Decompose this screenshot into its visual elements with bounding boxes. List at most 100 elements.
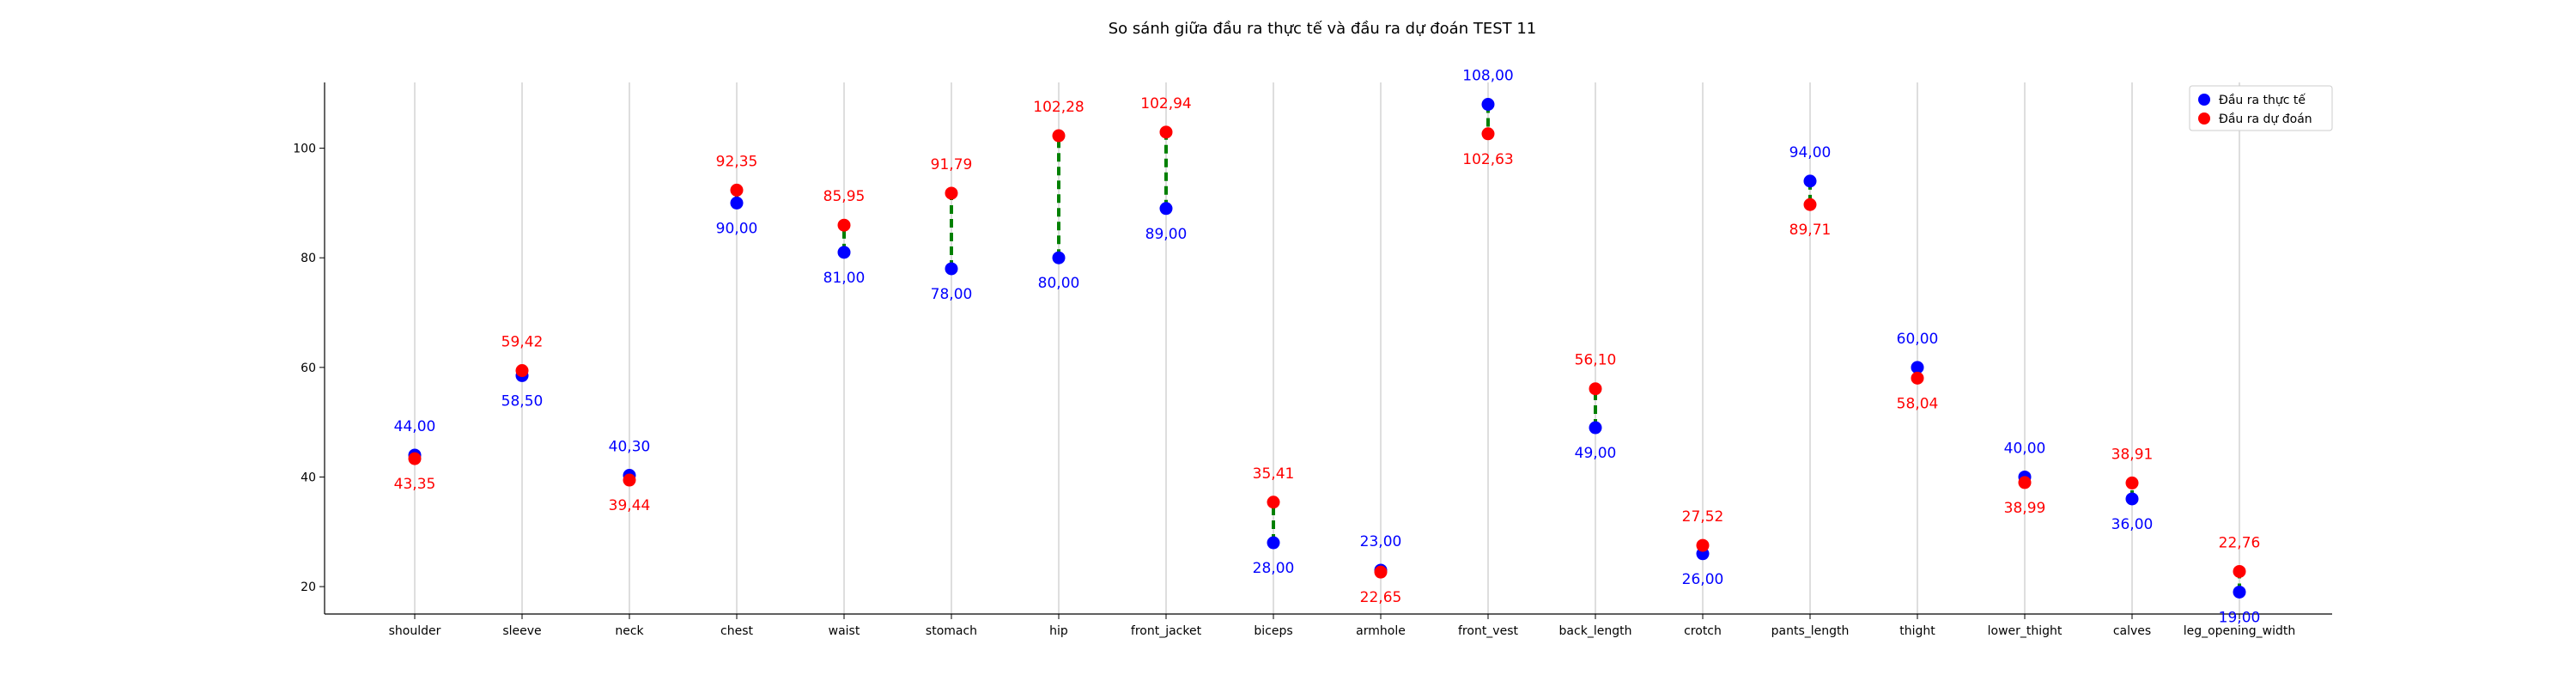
data-label-actual-biceps: 28,00	[1253, 560, 1295, 577]
data-label-actual-pants_length: 94,00	[1789, 144, 1832, 161]
data-label-actual-hip: 80,00	[1038, 275, 1080, 292]
point-predicted-shoulder	[408, 452, 422, 465]
x-tick-label-back_length: back_length	[1559, 624, 1632, 638]
data-label-actual-stomach: 78,00	[931, 286, 973, 303]
data-label-predicted-pants_length: 89,71	[1789, 222, 1832, 239]
point-predicted-waist	[837, 218, 851, 232]
data-labels: 44,00 43,35 58,50 59,42 40,30 39,44 90,00 92,35…	[394, 68, 2261, 627]
point-actual-chest	[730, 196, 744, 210]
data-label-actual-front_jacket: 89,00	[1145, 226, 1188, 243]
x-tick-label-crotch: crotch	[1684, 624, 1722, 638]
x-tick-label-neck: neck	[615, 624, 644, 638]
legend-label-predicted: Đầu ra dự đoán	[2219, 112, 2312, 126]
data-label-actual-lower_thight: 40,00	[2004, 440, 2046, 457]
data-label-predicted-leg_opening_width: 22,76	[2219, 534, 2261, 551]
point-predicted-stomach	[945, 186, 958, 200]
x-tick-label-leg_opening_width: leg_opening_width	[2184, 624, 2296, 638]
data-label-predicted-front_vest: 102,63	[1462, 151, 1513, 168]
point-actual-leg_opening_width	[2233, 585, 2246, 599]
data-label-predicted-shoulder: 43,35	[394, 476, 436, 493]
x-tick-label-waist: waist	[829, 624, 860, 638]
point-actual-hip	[1052, 251, 1066, 264]
point-actual-front_jacket	[1159, 202, 1173, 216]
data-label-actual-shoulder: 44,00	[394, 418, 436, 435]
point-predicted-front_jacket	[1159, 125, 1173, 139]
gridlines	[414, 82, 2240, 614]
point-predicted-calves	[2125, 476, 2139, 489]
data-label-actual-leg_opening_width: 19,00	[2219, 609, 2261, 626]
data-label-actual-front_vest: 108,00	[1462, 68, 1513, 85]
x-tick-label-front_vest: front_vest	[1458, 624, 1518, 638]
y-tick-label-40: 40	[301, 471, 316, 484]
point-predicted-thight	[1911, 371, 1924, 385]
point-predicted-leg_opening_width	[2233, 564, 2246, 578]
point-predicted-pants_length	[1803, 198, 1817, 211]
data-label-actual-thight: 60,00	[1897, 331, 1939, 348]
legend-box	[2189, 85, 2333, 131]
point-predicted-front_vest	[1481, 127, 1495, 141]
y-tick-label-60: 60	[301, 362, 316, 375]
point-predicted-hip	[1052, 129, 1066, 143]
point-predicted-chest	[730, 183, 744, 197]
data-label-predicted-waist: 85,95	[823, 188, 866, 205]
data-label-actual-sleeve: 58,50	[501, 392, 544, 410]
data-label-predicted-calves: 38,91	[2111, 446, 2154, 463]
point-predicted-lower_thight	[2018, 476, 2032, 489]
point-predicted-armhole	[1374, 565, 1388, 579]
data-label-actual-back_length: 49,00	[1575, 445, 1617, 462]
data-label-predicted-hip: 102,28	[1033, 99, 1084, 116]
point-actual-front_vest	[1481, 98, 1495, 112]
data-label-predicted-lower_thight: 38,99	[2004, 500, 2046, 517]
data-label-predicted-front_jacket: 102,94	[1140, 95, 1191, 112]
x-tick-label-lower_thight: lower_thight	[1988, 624, 2063, 638]
x-tick-label-biceps: biceps	[1254, 624, 1292, 638]
point-actual-biceps	[1267, 536, 1280, 550]
x-tick-label-pants_length: pants_length	[1771, 624, 1850, 638]
legend: Đầu ra thực tế Đầu ra dự đoán	[2189, 85, 2333, 131]
point-actual-waist	[837, 246, 851, 259]
point-actual-stomach	[945, 262, 958, 276]
point-predicted-back_length	[1589, 382, 1602, 396]
data-label-predicted-armhole: 22,65	[1360, 589, 1402, 606]
x-tick-label-chest: chest	[720, 624, 753, 638]
data-label-actual-neck: 40,30	[609, 439, 651, 456]
x-tick-label-shoulder: shoulder	[389, 624, 441, 638]
data-label-predicted-back_length: 56,10	[1575, 352, 1617, 369]
x-tick-label-stomach: stomach	[926, 624, 977, 638]
x-tick-label-armhole: armhole	[1356, 624, 1406, 638]
data-label-actual-chest: 90,00	[716, 220, 758, 237]
data-label-actual-crotch: 26,00	[1682, 571, 1724, 588]
point-actual-pants_length	[1803, 174, 1817, 188]
point-predicted-biceps	[1267, 495, 1280, 509]
x-tick-label-calves: calves	[2113, 624, 2151, 638]
x-tick-label-hip: hip	[1049, 624, 1068, 638]
data-label-predicted-stomach: 91,79	[931, 156, 973, 173]
point-predicted-sleeve	[515, 364, 529, 378]
point-actual-thight	[1911, 361, 1924, 374]
legend-marker-actual	[2198, 94, 2210, 106]
y-tick-label-20: 20	[301, 581, 316, 594]
point-actual-back_length	[1589, 421, 1602, 435]
point-predicted-crotch	[1696, 538, 1710, 552]
x-tick-label-thight: thight	[1899, 624, 1935, 638]
y-tick-label-100: 100	[293, 143, 316, 156]
data-label-predicted-thight: 58,04	[1897, 395, 1939, 412]
x-tick-label-front_jacket: front_jacket	[1131, 624, 1202, 638]
point-predicted-neck	[623, 473, 636, 487]
data-label-predicted-sleeve: 59,42	[501, 334, 544, 351]
connector-lines	[413, 104, 2241, 593]
data-label-predicted-crotch: 27,52	[1682, 508, 1724, 526]
data-label-actual-armhole: 23,00	[1360, 533, 1402, 550]
axes: shoulder sleeve neck chest waist stomach hip fr…	[293, 82, 2332, 638]
x-tick-label-sleeve: sleeve	[502, 624, 541, 638]
data-label-actual-calves: 36,00	[2111, 516, 2154, 533]
legend-marker-predicted	[2198, 112, 2210, 125]
chart-title: So sánh giữa đầu ra thực tế và đầu ra dự…	[1109, 20, 1537, 38]
legend-label-actual: Đầu ra thực tế	[2219, 93, 2306, 107]
point-actual-calves	[2125, 492, 2139, 506]
y-tick-label-80: 80	[301, 252, 316, 265]
data-points	[408, 98, 2246, 599]
data-label-predicted-biceps: 35,41	[1253, 465, 1295, 483]
data-label-predicted-chest: 92,35	[716, 153, 758, 170]
